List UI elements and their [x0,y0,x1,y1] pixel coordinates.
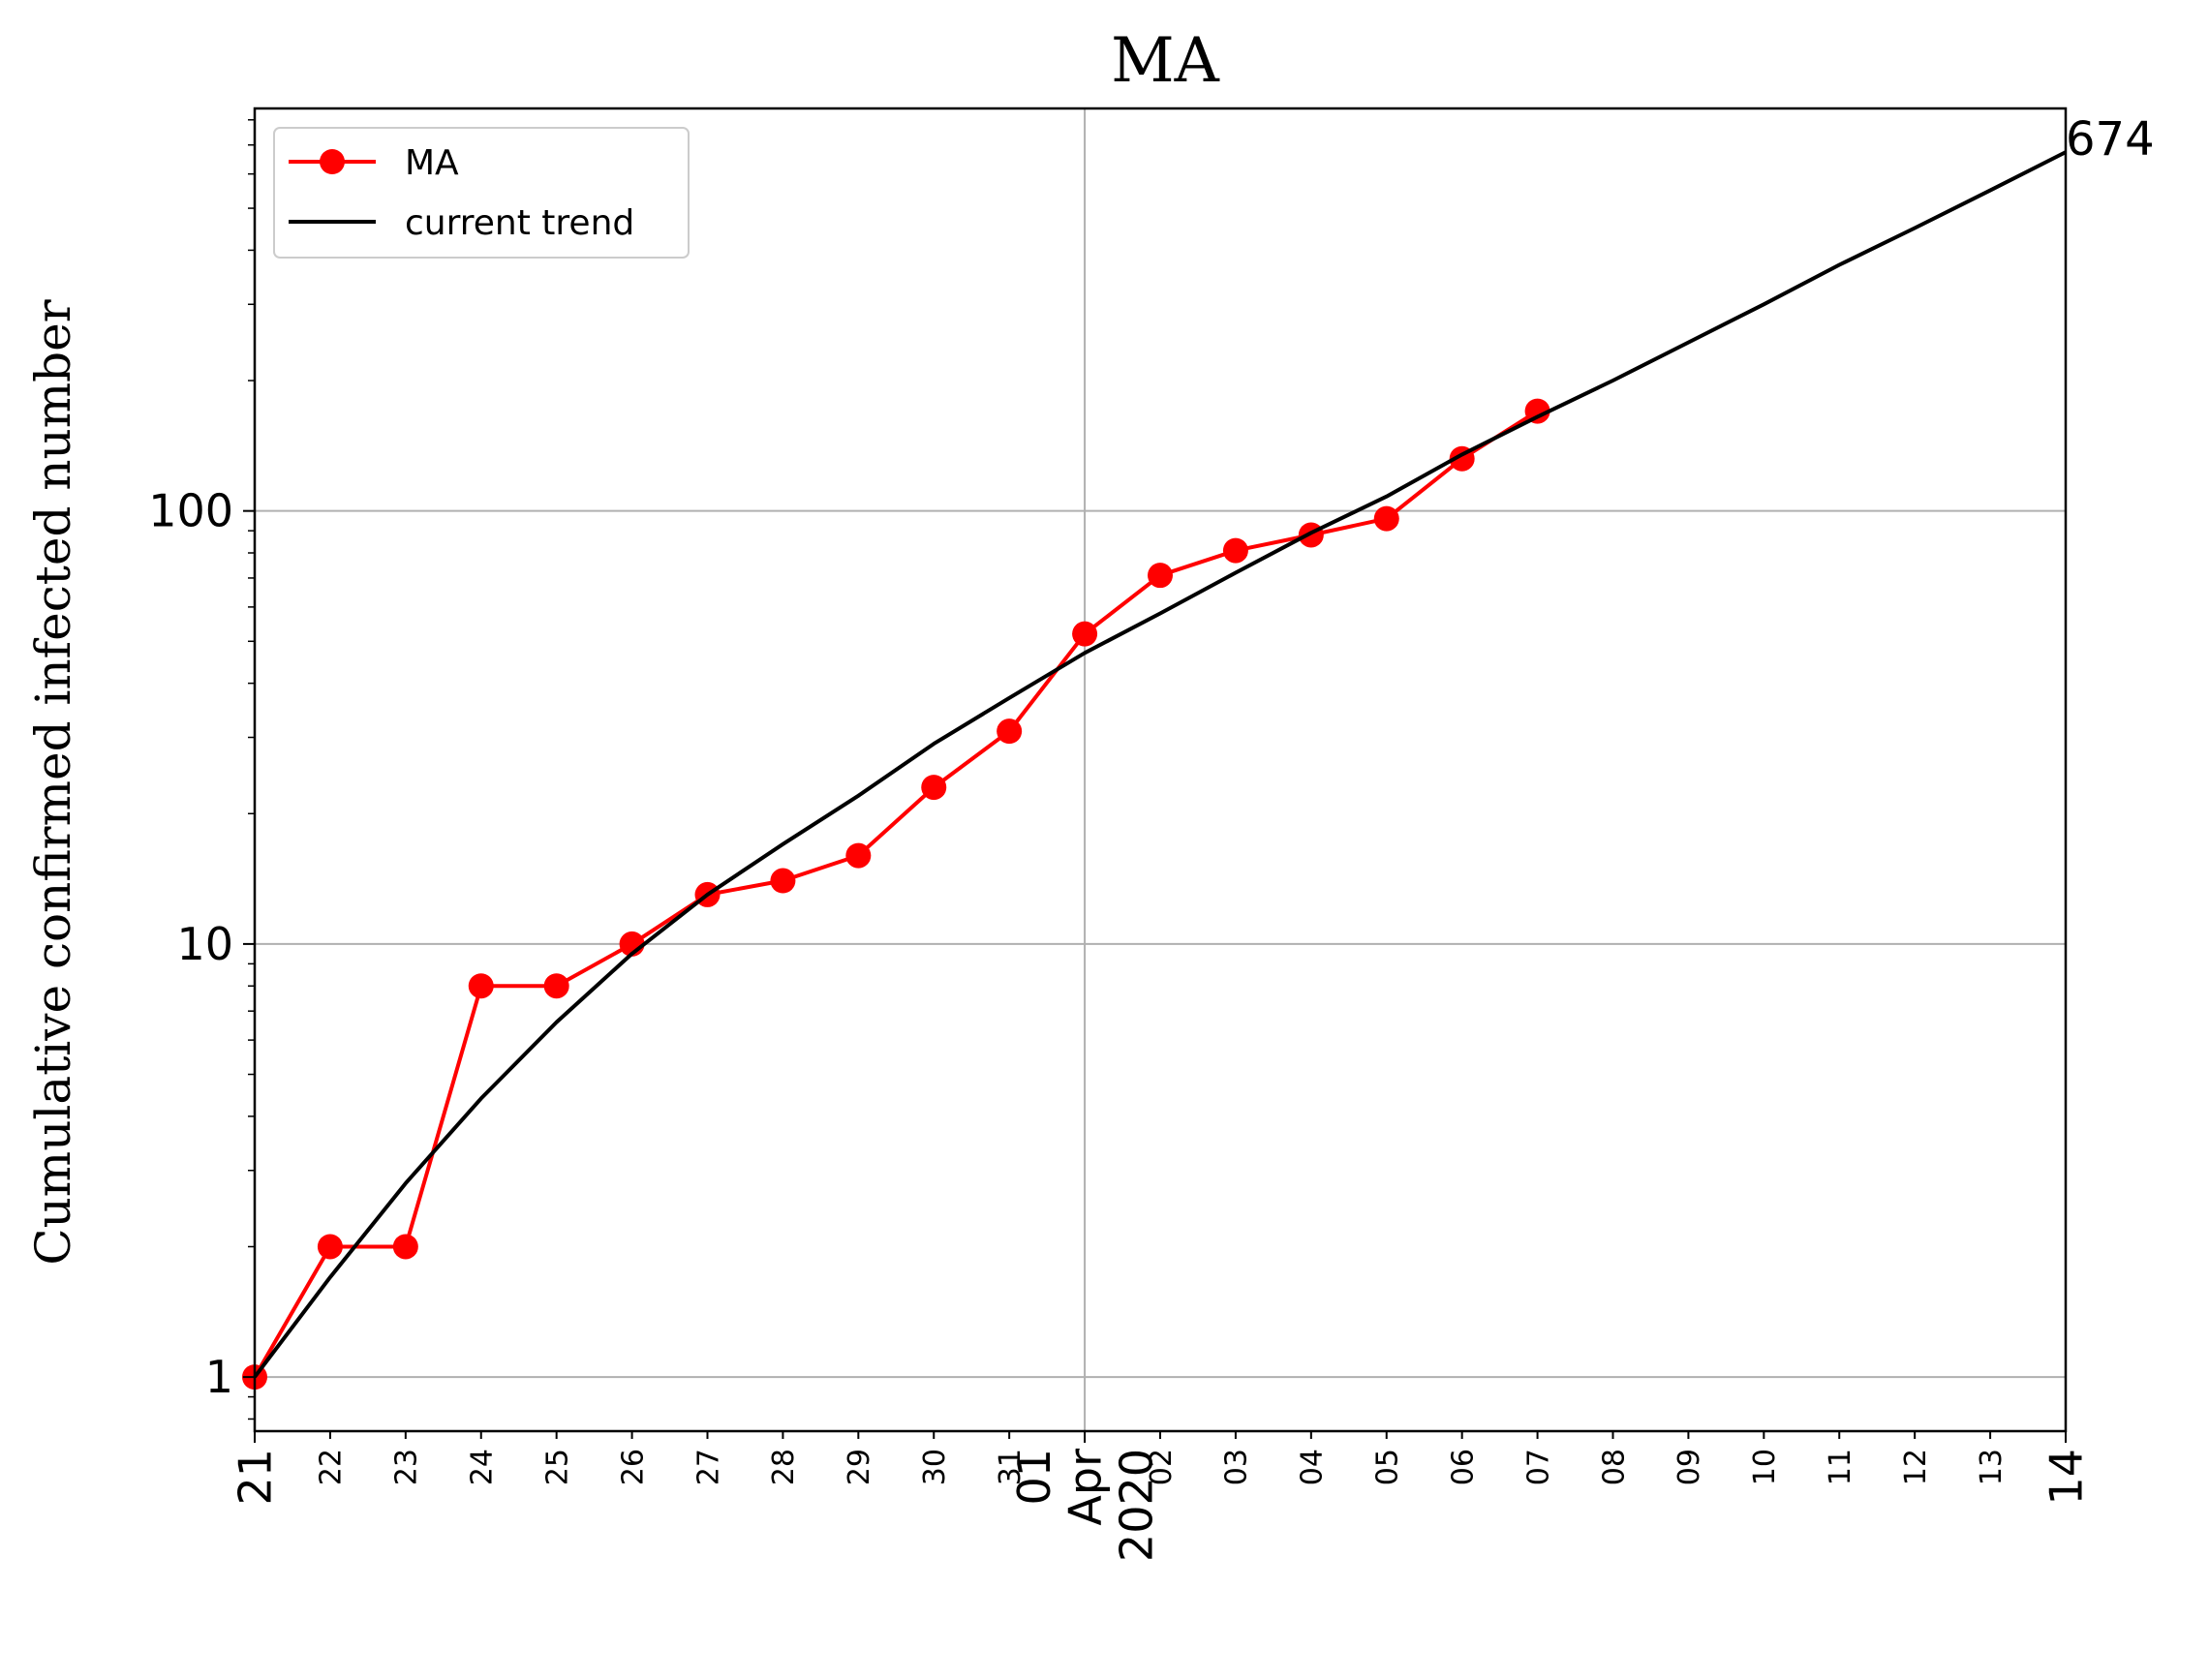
grid-lines [255,108,2066,1431]
legend-ma-marker [320,149,345,174]
legend: MA current trend [273,127,690,259]
x-tick-label: 04 [1296,1449,1330,1485]
series-ma-point [1072,621,1098,647]
x-tick-label: 31 [994,1449,1028,1485]
x-tick-label: 30 [918,1449,952,1485]
series-ma-point [770,868,796,894]
y-tick-label: 100 [148,485,233,537]
series-ma-point [392,1234,418,1260]
chart-title: MA [1111,25,1220,97]
series-ma-point [1222,537,1248,564]
trend-end-label: 674 [2066,112,2155,167]
legend-ma-label: MA [405,143,459,183]
x-tick-label: 05 [1371,1449,1405,1485]
x-tick-label: 23 [390,1449,424,1485]
y-tick-label: 1 [205,1351,233,1403]
series-ma-point [543,973,569,999]
series-ma-line [253,409,1539,1379]
series-ma-point [1524,398,1550,424]
x-tick-label: 12 [1899,1449,1933,1485]
series-current-trend-line [253,150,2067,1379]
x-tick-label: 03 [1220,1449,1254,1485]
x-tick-label: 06 [1446,1449,1480,1485]
y-axis-label: Cumulative confirmed infected number [25,299,81,1265]
x-tick-label: 10 [1748,1449,1782,1485]
x-tick-label: 24 [466,1449,500,1485]
x-tick-label: 25 [540,1449,574,1485]
x-tick-label: 08 [1597,1449,1631,1485]
x-tick-label: 22 [315,1449,349,1485]
x-tick-label: 11 [1824,1449,1857,1485]
series-ma-point [921,775,947,801]
x-tick-label: 14 [2040,1449,2093,1506]
series-ma-point [468,973,494,999]
series-ma-point [1148,563,1173,589]
series-ma-point [317,1234,343,1260]
x-tick-label: 26 [616,1449,650,1485]
series-ma-point [845,842,872,869]
legend-box [273,127,690,259]
x-tick-label: 07 [1521,1449,1555,1485]
x-tick-label: 02 [1145,1449,1179,1485]
x-tick-label: 21 [230,1449,282,1506]
x-tick-label: 09 [1672,1449,1706,1485]
x-tick-label: 01Apr2020 [1008,1449,1163,1562]
series-ma-point [1373,505,1399,532]
legend-trend-label: current trend [405,203,634,243]
series-layer [242,150,2067,1390]
x-tick-label: 29 [843,1449,876,1485]
y-tick-label: 10 [176,918,233,970]
x-tick-label: 27 [691,1449,725,1485]
series-ma-point [997,718,1023,745]
x-tick-label: 28 [767,1449,801,1485]
x-tick-label: 13 [1975,1449,2009,1485]
